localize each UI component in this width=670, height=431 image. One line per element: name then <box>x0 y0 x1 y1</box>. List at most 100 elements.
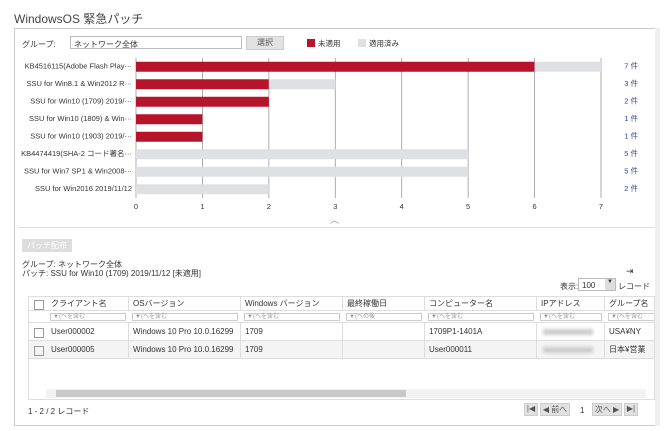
x-tick-label: 1 <box>200 202 204 211</box>
next-page[interactable]: 次へ ▶ <box>592 403 622 416</box>
select-button[interactable]: 選択 <box>246 36 284 50</box>
ip-address <box>537 341 605 358</box>
x-tick-label: 7 <box>599 202 603 211</box>
ip-blur <box>543 347 593 353</box>
column-header: IPアドレス <box>537 297 605 310</box>
y-tick-label: KB4516115(Adobe Flash Play··· <box>25 62 132 71</box>
filter-placeholder: (への後 <box>354 314 375 320</box>
bar <box>136 114 203 125</box>
total-label: 2 件 <box>624 183 638 193</box>
first-page[interactable]: |◀ <box>524 403 538 416</box>
bar <box>136 96 269 107</box>
x-tick-label: 2 <box>267 202 271 211</box>
computer-name: User000011 <box>425 341 537 358</box>
y-tick-label: SSU for Win2016 2019/11/12 <box>35 184 132 193</box>
table-row: User000005 Windows 10 Pro 10.0.16299 1709 U… <box>29 341 654 359</box>
total-label: 5 件 <box>624 166 638 176</box>
group-name: 日本¥営業 <box>605 341 654 358</box>
filter-placeholder: (へを含む <box>616 314 643 320</box>
display-select[interactable]: 100 ▼ <box>578 278 616 291</box>
collapse-toggle[interactable]: ︿ <box>330 215 340 225</box>
x-tick-label: 4 <box>400 202 404 211</box>
prev-label: 前へ <box>551 405 568 414</box>
filter-placeholder: (へを含む <box>252 314 279 320</box>
x-tick-label: 5 <box>466 202 470 211</box>
computer-name: 1709P1-1401A <box>425 323 537 340</box>
y-tick-label: SSU for Win8.1 & Win2012 R··· <box>27 79 132 88</box>
group-name: USA¥NY <box>605 323 654 340</box>
filter-input[interactable]: ▼(へを含む <box>428 313 534 321</box>
current-page: 1 <box>580 406 585 415</box>
group-label: グループ: <box>22 40 56 49</box>
filter-row: ▼(へを含む ▼(へを含む ▼(へを含む ▼(への後 ▼(へを含む ▼(へを含む ▼(へを含… <box>29 311 654 323</box>
checkbox[interactable] <box>34 346 44 356</box>
header-row: クライアント名 OSバージョン Windows バージョン 最終稼働日 コンピューター名… <box>29 297 654 311</box>
ip-address <box>537 323 605 340</box>
last-page[interactable]: ▶| <box>624 403 638 416</box>
legend-swatch <box>307 39 315 47</box>
x-tick-label: 6 <box>532 202 536 211</box>
bar <box>136 61 535 72</box>
checkbox[interactable] <box>34 300 44 310</box>
column-header: Windows バージョン <box>241 297 343 310</box>
legend-label: 適用済み <box>369 38 399 48</box>
filter-input[interactable]: ▼(へを含む <box>132 313 238 321</box>
bar <box>136 149 469 160</box>
total-label: 1 件 <box>624 131 638 141</box>
y-tick-label: SSU for Win10 (1809) & Win··· <box>29 114 132 123</box>
ip-blur <box>543 329 593 335</box>
y-tick-label: SSU for Win10 (1709) 2019/··· <box>30 97 132 106</box>
filter-placeholder: (へを含む <box>548 314 575 320</box>
filter-input[interactable]: ▼(へを含む <box>50 313 126 321</box>
y-tick-label: SSU for Win10 (1903) 2019/··· <box>30 132 132 141</box>
client-name: User000005 <box>47 341 129 358</box>
bar <box>136 79 269 90</box>
bar <box>136 131 203 142</box>
total-label: 2 件 <box>624 96 638 106</box>
display-value: 100 <box>582 281 596 290</box>
windows-version: 1709 <box>241 341 343 358</box>
total-label: 7 件 <box>624 61 638 71</box>
display-label: 表示: <box>560 282 579 291</box>
filter-input[interactable]: ▼(へを含む <box>244 313 340 321</box>
bar <box>136 166 469 177</box>
checkbox[interactable] <box>34 328 44 338</box>
group-input[interactable]: ネットワーク全体 <box>70 36 242 49</box>
prev-page[interactable]: ◀ 前へ <box>540 403 570 416</box>
table: クライアント名 OSバージョン Windows バージョン 最終稼働日 コンピューター名… <box>28 296 655 400</box>
os-version: Windows 10 Pro 10.0.16299 <box>129 341 241 358</box>
x-tick-label: 3 <box>333 202 337 211</box>
os-version: Windows 10 Pro 10.0.16299 <box>129 323 241 340</box>
x-tick-label: 0 <box>134 202 138 211</box>
page-title: WindowsOS 緊急パッチ <box>14 12 144 26</box>
legend-swatch <box>358 39 366 47</box>
filter-input[interactable]: ▼(への後 <box>346 313 422 321</box>
total-label: 5 件 <box>624 148 638 158</box>
horizontal-scrollbar[interactable] <box>46 389 646 398</box>
column-header: コンピューター名 <box>425 297 537 310</box>
y-tick-label: SSU for Win7 SP1 & Win2008··· <box>24 167 132 176</box>
export-icon[interactable]: ⇥ <box>626 266 634 276</box>
filter-placeholder: (へを含む <box>58 314 85 320</box>
bar <box>534 61 601 72</box>
column-header: グループ名 <box>605 297 654 310</box>
next-label: 次へ <box>594 405 611 414</box>
last-active <box>343 341 425 358</box>
filter-input[interactable]: ▼(へを含む <box>608 313 654 321</box>
deploy-button[interactable]: パッチ配布 <box>22 239 72 252</box>
table-row: User000002 Windows 10 Pro 10.0.16299 1709 1… <box>29 323 654 341</box>
client-name: User000002 <box>47 323 129 340</box>
filter-input[interactable]: ▼(へを含む <box>540 313 602 321</box>
vertical-scrollbar[interactable] <box>655 28 660 426</box>
last-active <box>343 323 425 340</box>
divider <box>18 227 655 228</box>
total-label: 1 件 <box>624 113 638 123</box>
filter-placeholder: (へを含む <box>140 314 167 320</box>
filter-placeholder: (へを含む <box>436 314 463 320</box>
bar <box>136 184 269 195</box>
record-count: 1 - 2 / 2 レコード <box>28 407 90 416</box>
windows-version: 1709 <box>241 323 343 340</box>
total-label: 3 件 <box>624 78 638 88</box>
column-header: クライアント名 <box>47 297 129 310</box>
